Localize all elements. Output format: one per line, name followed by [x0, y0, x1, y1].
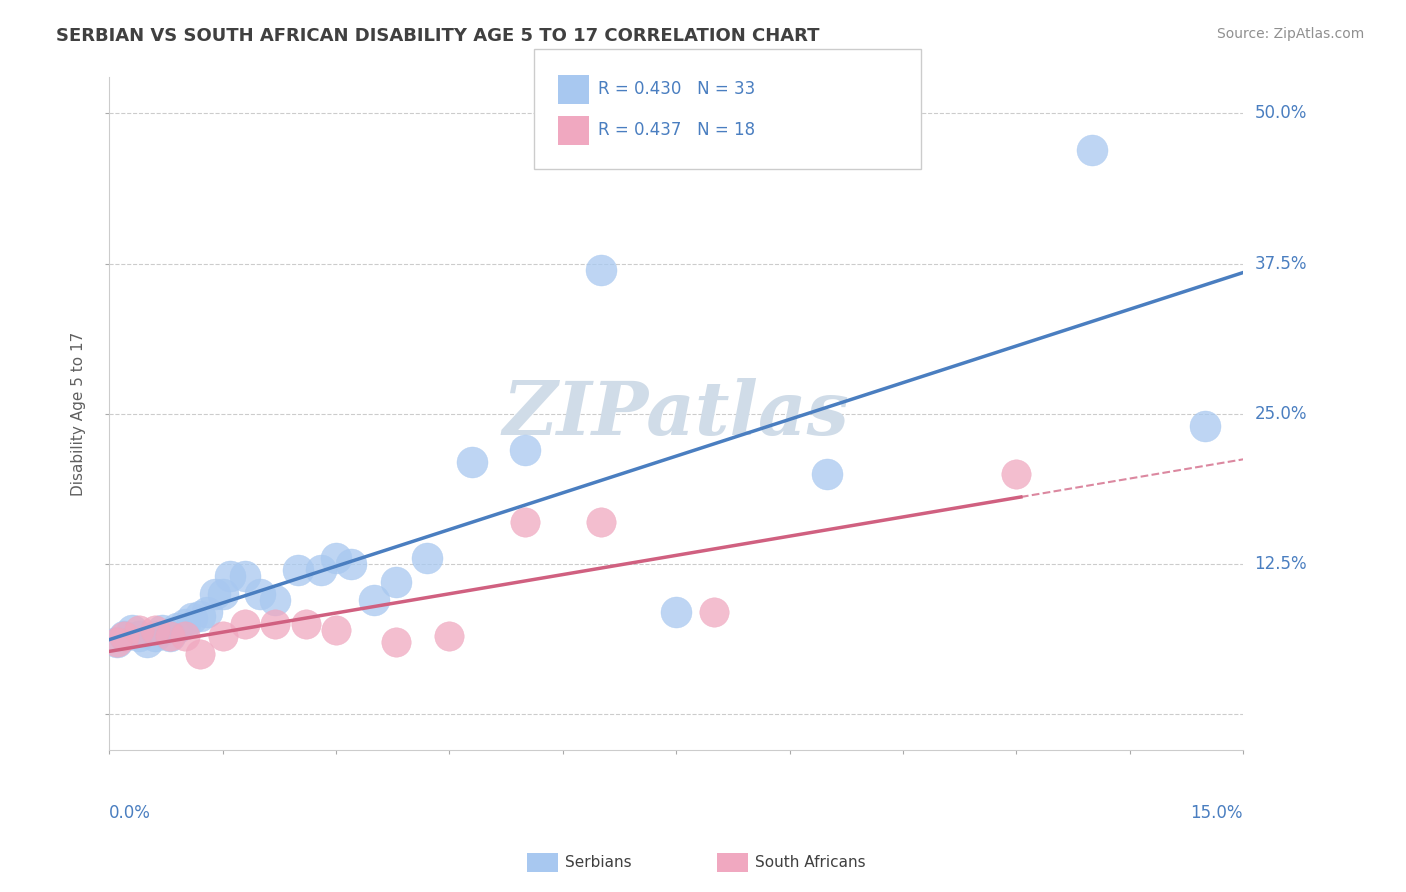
Point [159, 629, 181, 643]
Text: 50.0%: 50.0% [1254, 104, 1306, 122]
Text: 12.5%: 12.5% [1254, 555, 1308, 573]
Point [325, 623, 347, 637]
Point [219, 569, 242, 583]
Point [461, 455, 484, 469]
Point [143, 623, 166, 637]
Point [211, 587, 233, 601]
Point [385, 575, 408, 590]
Text: R = 0.437   N = 18: R = 0.437 N = 18 [598, 121, 755, 139]
Point [589, 515, 612, 529]
Point [1081, 143, 1104, 157]
Point [211, 629, 233, 643]
Point [105, 635, 128, 649]
Point [385, 635, 408, 649]
Point [439, 629, 461, 643]
Point [166, 621, 188, 635]
Text: 15.0%: 15.0% [1191, 805, 1243, 822]
Point [294, 617, 316, 632]
Point [121, 623, 143, 637]
Point [233, 617, 256, 632]
Text: Source: ZipAtlas.com: Source: ZipAtlas.com [1216, 27, 1364, 41]
Point [173, 617, 195, 632]
Point [815, 467, 838, 481]
Point [1194, 418, 1216, 433]
Text: Serbians: Serbians [565, 855, 631, 870]
Text: 25.0%: 25.0% [1254, 405, 1308, 423]
Point [143, 629, 166, 643]
Point [188, 647, 211, 661]
Point [264, 617, 287, 632]
Point [128, 629, 150, 643]
Text: ZIPatlas: ZIPatlas [503, 377, 849, 450]
Text: 0.0%: 0.0% [110, 805, 150, 822]
Point [173, 629, 195, 643]
Point [340, 557, 363, 571]
Point [136, 635, 159, 649]
Point [287, 563, 309, 577]
Point [197, 605, 219, 619]
Point [105, 635, 128, 649]
Point [159, 629, 181, 643]
Point [325, 551, 347, 566]
Text: South Africans: South Africans [755, 855, 866, 870]
Point [188, 608, 211, 623]
Point [112, 629, 135, 643]
Text: 37.5%: 37.5% [1254, 255, 1308, 273]
Point [703, 605, 725, 619]
Point [181, 611, 204, 625]
Point [264, 593, 287, 607]
Point [249, 587, 271, 601]
Point [204, 587, 226, 601]
Point [233, 569, 256, 583]
Point [513, 442, 536, 457]
Point [363, 593, 385, 607]
Point [415, 551, 437, 566]
Point [150, 623, 173, 637]
Text: SERBIAN VS SOUTH AFRICAN DISABILITY AGE 5 TO 17 CORRELATION CHART: SERBIAN VS SOUTH AFRICAN DISABILITY AGE … [56, 27, 820, 45]
Point [128, 623, 150, 637]
Point [309, 563, 332, 577]
Text: R = 0.430   N = 33: R = 0.430 N = 33 [598, 80, 755, 98]
Point [589, 262, 612, 277]
Point [1005, 467, 1028, 481]
Point [112, 629, 135, 643]
Y-axis label: Disability Age 5 to 17: Disability Age 5 to 17 [72, 332, 86, 496]
Point [513, 515, 536, 529]
Point [665, 605, 688, 619]
